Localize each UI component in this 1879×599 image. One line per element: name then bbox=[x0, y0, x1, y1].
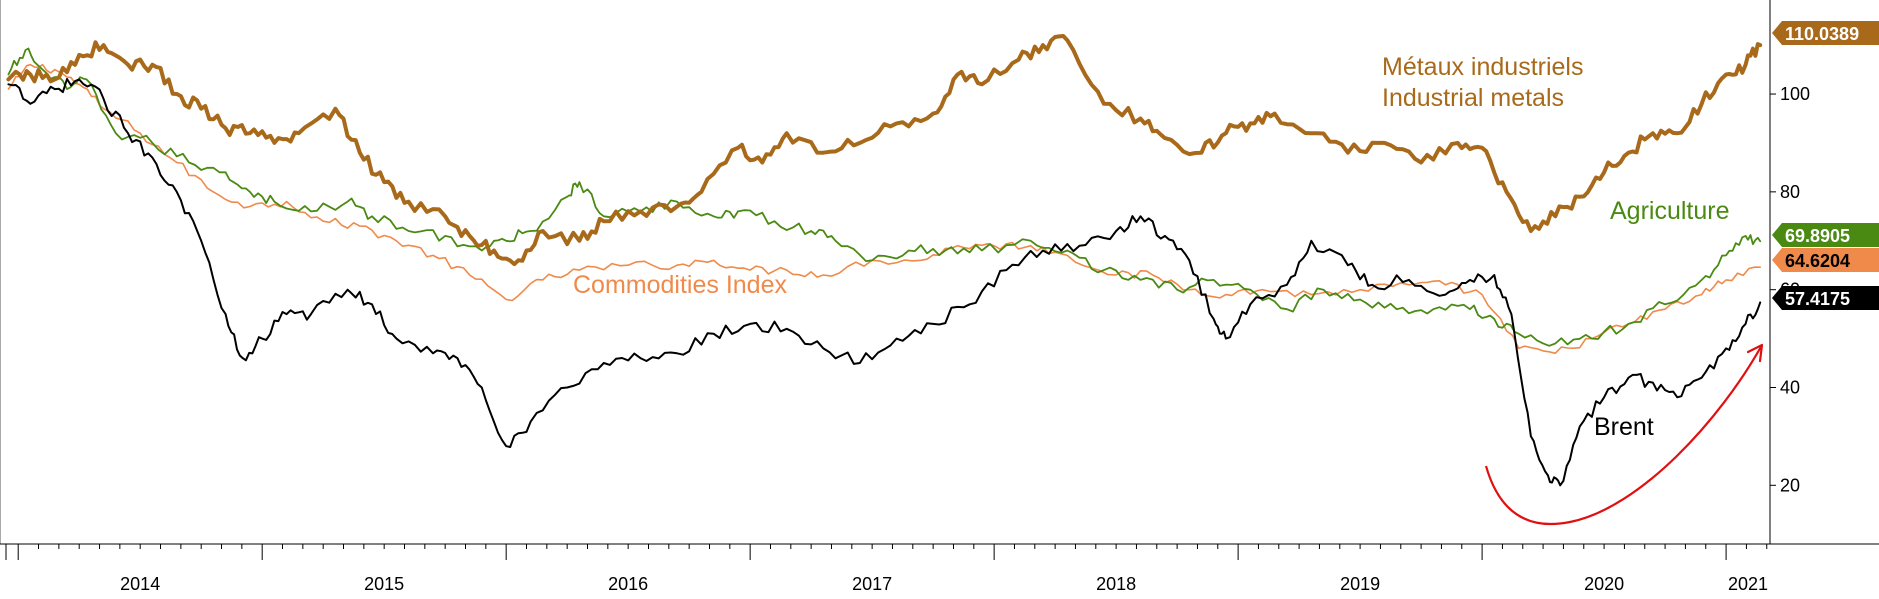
badge-shape bbox=[1772, 248, 1879, 272]
last-value-badge-index: 64.6204 bbox=[1772, 248, 1879, 272]
annotation-metals_line2: Industrial metals bbox=[1382, 84, 1564, 112]
x-tick-label: 2021 bbox=[1728, 574, 1768, 594]
series-line-metals bbox=[6, 34, 1763, 267]
badge-value: 57.4175 bbox=[1785, 289, 1850, 309]
badge-value: 64.6204 bbox=[1785, 251, 1850, 271]
annotation-agriculture: Agriculture bbox=[1610, 197, 1730, 225]
series-layer bbox=[6, 34, 1763, 487]
last-value-badge-brent: 57.4175 bbox=[1772, 286, 1879, 310]
annotation-layer: Métaux industriels Industrial metals Agric… bbox=[573, 53, 1764, 526]
x-tick-label: 2020 bbox=[1584, 574, 1624, 594]
y-tick-label: 40 bbox=[1780, 377, 1800, 397]
annotation-metals_line1: Métaux industriels bbox=[1382, 53, 1583, 81]
y-tick-label: 80 bbox=[1780, 182, 1800, 202]
series-line-index bbox=[7, 63, 1761, 355]
trend-arrow-curve bbox=[1484, 344, 1763, 526]
badge-shape bbox=[1772, 286, 1879, 310]
x-tick-label: 2016 bbox=[608, 574, 648, 594]
last-value-badge-metals: 110.0389 bbox=[1772, 21, 1879, 45]
x-tick-label: 2018 bbox=[1096, 574, 1136, 594]
x-tick-label: 2015 bbox=[364, 574, 404, 594]
annotation-index: Commodities Index bbox=[573, 271, 787, 299]
badge-value: 110.0389 bbox=[1785, 24, 1859, 44]
y-tick-label: 20 bbox=[1780, 475, 1800, 495]
badge-shape bbox=[1772, 21, 1879, 45]
trend-arrow-head bbox=[1746, 343, 1764, 363]
y-tick-label: 100 bbox=[1780, 84, 1810, 104]
last-value-badges: 110.0389 69.8905 64.6204 57.4175 bbox=[1772, 21, 1879, 310]
series-line-agriculture bbox=[7, 47, 1762, 347]
annotation-brent: Brent bbox=[1594, 413, 1654, 441]
badge-shape bbox=[1772, 223, 1879, 247]
x-tick-label: 2014 bbox=[120, 574, 160, 594]
badge-value: 69.8905 bbox=[1785, 226, 1850, 246]
x-tick-label: 2019 bbox=[1340, 574, 1380, 594]
last-value-badge-agriculture: 69.8905 bbox=[1772, 223, 1879, 247]
series-line-brent bbox=[7, 78, 1762, 487]
x-tick-label: 2017 bbox=[852, 574, 892, 594]
